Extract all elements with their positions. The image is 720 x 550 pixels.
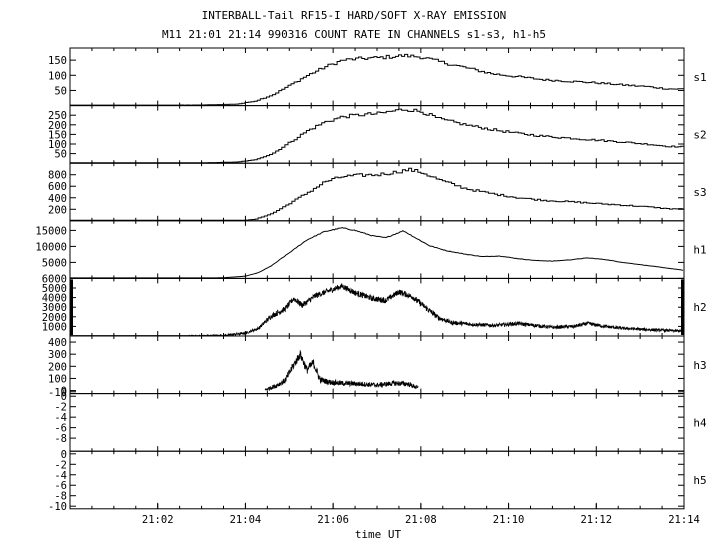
xtick-label: 21:10 [493, 514, 525, 526]
series-line-h1 [70, 227, 684, 279]
panel-label-s3: s3 [693, 186, 706, 199]
ytick-label-h5: 0 [61, 449, 67, 461]
panel-h4: -8-6-4-20 h4 [54, 391, 707, 452]
panel-label-s1: s1 [693, 71, 706, 84]
ytick-label-s3: 600 [48, 181, 67, 193]
ytick-label-h2: 3000 [42, 302, 67, 314]
series-line-h3 [264, 350, 419, 392]
ytick-label-h4: -2 [54, 402, 67, 414]
panel-label-h5: h5 [693, 474, 706, 487]
panel-label-h4: h4 [693, 416, 707, 429]
ytick-label-s1: 50 [54, 85, 67, 97]
xtick-label: 21:04 [230, 514, 262, 526]
ytick-label-h2: 5000 [42, 283, 67, 295]
ytick-label-h3: 200 [48, 361, 67, 373]
panel-h5: -10-8-6-4-20 h5 [48, 449, 707, 513]
xtick-label: 21:12 [580, 514, 612, 526]
ytick-label-h3: 0 [61, 386, 67, 398]
time-axis: 21:02 21:04 21:06 21:08 21:10 21:12 21:14 [142, 502, 700, 526]
ytick-label-h5: -2 [54, 459, 67, 471]
ytick-label-h2: 4000 [42, 293, 67, 305]
panel-frame-h5 [69, 450, 685, 510]
ytick-label-h4: -8 [54, 433, 67, 445]
ytick-label-h5: -4 [54, 470, 67, 482]
edge-mark-left-h2 [70, 279, 73, 335]
xtick-label: 21:08 [405, 514, 437, 526]
ytick-label-s2: 200 [48, 120, 67, 132]
x-axis-label: time UT [355, 528, 402, 541]
panel-frame-h2 [69, 277, 685, 337]
ytick-label-s3: 200 [48, 204, 67, 216]
series-line-s1 [70, 53, 684, 106]
ytick-label-s2: 150 [48, 129, 67, 141]
ytick-label-h2: 6000 [42, 273, 67, 285]
ytick-label-h2: 2000 [42, 312, 67, 324]
edge-mark-right-h2 [681, 279, 684, 335]
panel-label-h3: h3 [693, 359, 706, 372]
ytick-label-h4: -6 [54, 423, 67, 435]
ytick-label-h3: -10 [48, 387, 67, 399]
panel-label-h2: h2 [693, 301, 706, 314]
ytick-label-s1: 100 [48, 70, 67, 82]
panel-h1: 15000 10000 5000 h1 [35, 220, 707, 279]
ytick-label-h4: 0 [61, 391, 67, 403]
panel-frame-h1 [69, 220, 685, 279]
ytick-label-s3: 400 [48, 193, 67, 205]
ytick-label-h2: 1000 [42, 321, 67, 333]
ytick-label-h1: 5000 [42, 257, 67, 269]
panels-group: 15010050s125020015010050s2800600400200s3… [35, 47, 707, 513]
ytick-label-h5: -6 [54, 480, 67, 492]
panel-s1: 150 100 50 s1 [48, 47, 707, 107]
ytick-label-h1: 15000 [35, 225, 67, 237]
ytick-label-s3: 800 [48, 170, 67, 182]
chart-subtitle: M11 21:01 21:14 990316 COUNT RATE IN CHA… [162, 28, 546, 41]
series-line-s3 [70, 167, 684, 221]
ytick-label-s2: 250 [48, 110, 67, 122]
ytick-label-h3: 400 [48, 337, 67, 349]
panel-frame-s3 [69, 162, 685, 222]
panel-label-s2: s2 [693, 128, 706, 141]
xtick-label: 21:14 [668, 514, 700, 526]
xtick-label: 21:02 [142, 514, 174, 526]
ytick-label-h1: 10000 [35, 241, 67, 253]
ytick-label-h3: 300 [48, 349, 67, 361]
ytick-label-s2: 50 [54, 149, 67, 161]
series-line-s2 [70, 108, 684, 164]
ytick-label-s1: 150 [48, 55, 67, 67]
chart-title: INTERBALL-Tail RF15-I HARD/SOFT X-RAY EM… [202, 9, 507, 22]
ytick-label-s2: 100 [48, 139, 67, 151]
ytick-label-h5: -8 [54, 491, 67, 503]
ytick-label-h5: -10 [48, 501, 67, 513]
ytick-label-h3: 100 [48, 373, 67, 385]
series-line-h2 [70, 283, 685, 337]
xtick-label: 21:06 [317, 514, 349, 526]
panel-label-h1: h1 [693, 244, 706, 257]
ytick-label-h4: -4 [54, 412, 67, 424]
panel-frame-h4 [69, 393, 685, 452]
